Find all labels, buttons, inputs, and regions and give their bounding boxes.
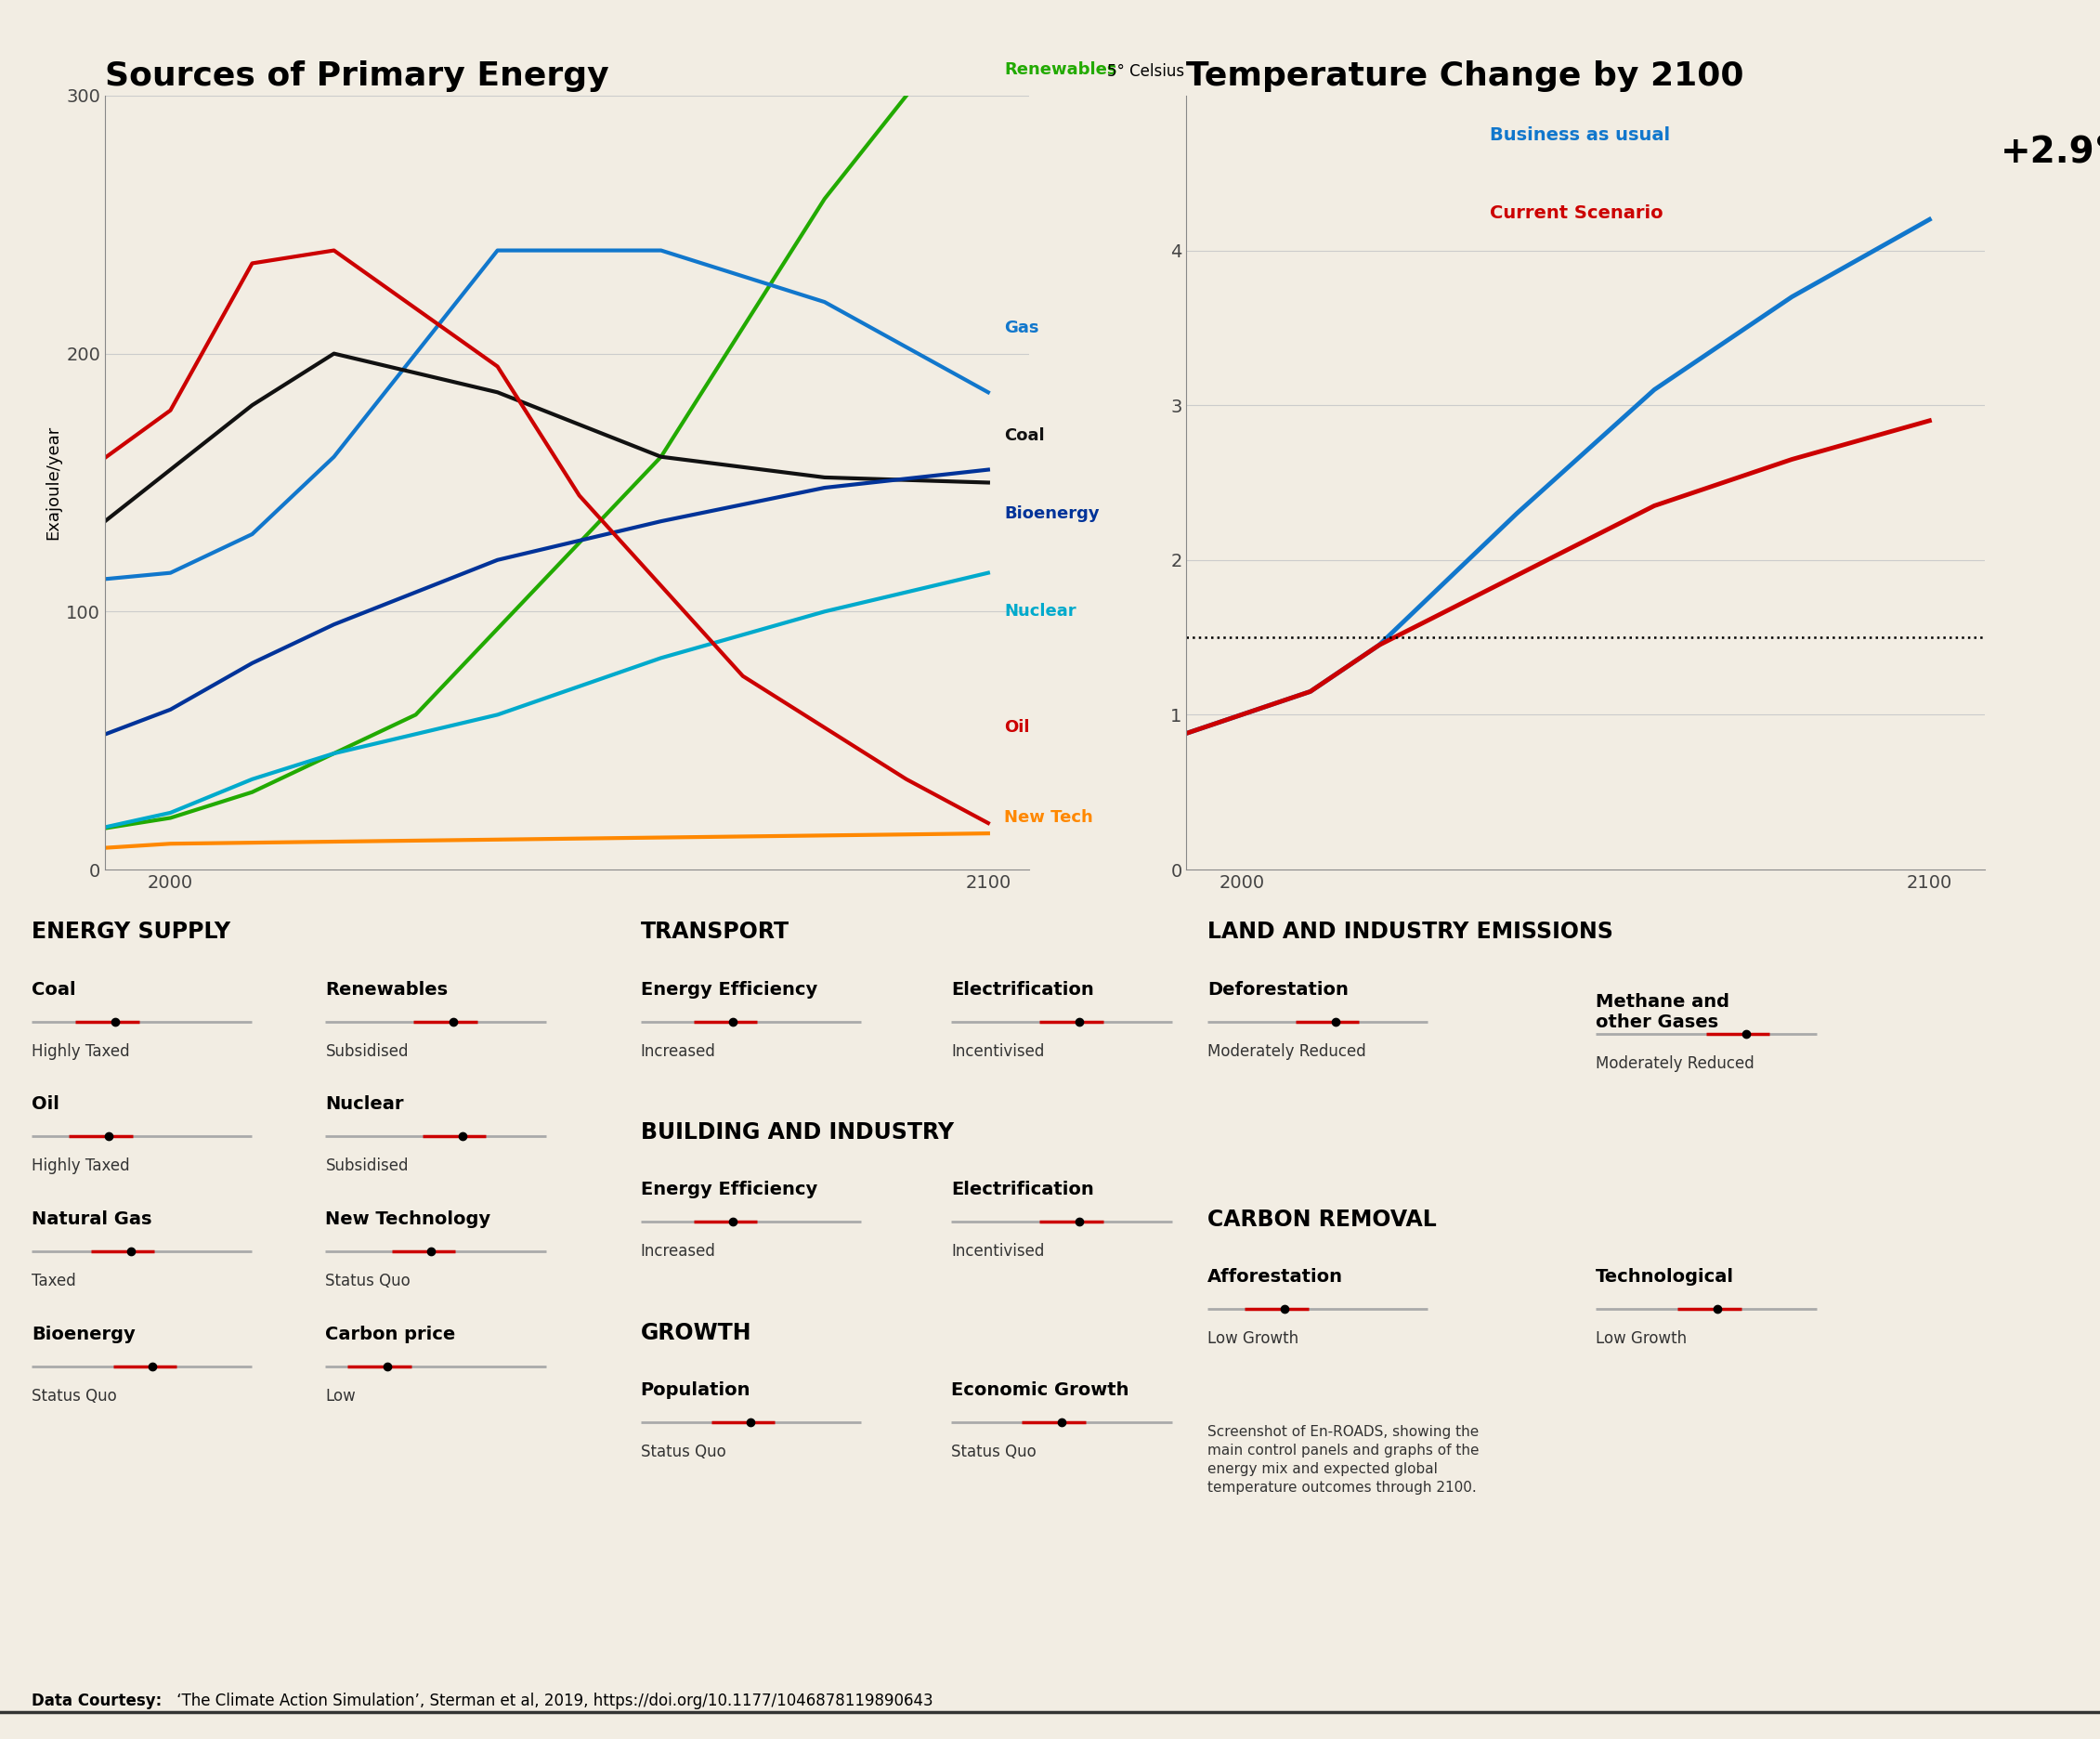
Text: +2.9°C: +2.9°C: [2001, 134, 2100, 170]
Text: Incentivised: Incentivised: [951, 1243, 1044, 1259]
Text: Highly Taxed: Highly Taxed: [31, 1158, 130, 1174]
Text: Incentivised: Incentivised: [951, 1043, 1044, 1059]
Text: Oil: Oil: [31, 1096, 59, 1113]
Text: CARBON REMOVAL: CARBON REMOVAL: [1207, 1209, 1436, 1231]
Text: 5° Celsius: 5° Celsius: [1107, 63, 1184, 80]
Text: Bioenergy: Bioenergy: [1004, 504, 1100, 522]
Text: New Tech: New Tech: [1004, 810, 1094, 826]
Text: TRANSPORT: TRANSPORT: [640, 922, 790, 943]
Text: Moderately Reduced: Moderately Reduced: [1596, 1056, 1756, 1073]
Text: Business as usual: Business as usual: [1489, 127, 1670, 144]
Text: Renewables: Renewables: [325, 981, 447, 998]
Y-axis label: Exajoule/year: Exajoule/year: [44, 426, 61, 539]
Text: Status Quo: Status Quo: [31, 1388, 118, 1405]
Text: Subsidised: Subsidised: [325, 1043, 409, 1059]
Text: Nuclear: Nuclear: [325, 1096, 403, 1113]
Text: Low Growth: Low Growth: [1207, 1330, 1298, 1346]
Text: Subsidised: Subsidised: [325, 1158, 409, 1174]
Text: Electrification: Electrification: [951, 1181, 1094, 1198]
Text: Population: Population: [640, 1381, 750, 1398]
Text: Nuclear: Nuclear: [1004, 603, 1077, 619]
Text: Carbon price: Carbon price: [325, 1325, 456, 1343]
Text: Coal: Coal: [31, 981, 76, 998]
Text: Oil: Oil: [1004, 720, 1029, 736]
Text: Sources of Primary Energy: Sources of Primary Energy: [105, 61, 609, 92]
Text: Technological: Technological: [1596, 1268, 1735, 1285]
Text: Status Quo: Status Quo: [951, 1443, 1037, 1461]
Text: Taxed: Taxed: [31, 1273, 76, 1290]
Text: Status Quo: Status Quo: [640, 1443, 727, 1461]
Text: Low: Low: [325, 1388, 355, 1405]
Text: BUILDING AND INDUSTRY: BUILDING AND INDUSTRY: [640, 1122, 953, 1144]
Text: Natural Gas: Natural Gas: [31, 1210, 151, 1228]
Text: Temperature Change by 2100: Temperature Change by 2100: [1186, 61, 1745, 92]
Text: Coal: Coal: [1004, 428, 1046, 445]
Text: Economic Growth: Economic Growth: [951, 1381, 1130, 1398]
Text: ‘The Climate Action Simulation’, Sterman et al, 2019, https://doi.org/10.1177/10: ‘The Climate Action Simulation’, Sterman…: [172, 1692, 934, 1709]
Text: Moderately Reduced: Moderately Reduced: [1207, 1043, 1367, 1059]
Text: ENERGY SUPPLY: ENERGY SUPPLY: [31, 922, 231, 943]
Text: Deforestation: Deforestation: [1207, 981, 1348, 998]
Text: Increased: Increased: [640, 1243, 716, 1259]
Text: Renewables: Renewables: [1004, 61, 1117, 78]
Text: Data Courtesy:: Data Courtesy:: [31, 1692, 162, 1709]
Text: LAND AND INDUSTRY EMISSIONS: LAND AND INDUSTRY EMISSIONS: [1207, 922, 1613, 943]
Text: Energy Efficiency: Energy Efficiency: [640, 981, 817, 998]
Text: Status Quo: Status Quo: [325, 1273, 412, 1290]
Text: Bioenergy: Bioenergy: [31, 1325, 134, 1343]
Text: Highly Taxed: Highly Taxed: [31, 1043, 130, 1059]
Text: Electrification: Electrification: [951, 981, 1094, 998]
Text: Methane and
other Gases: Methane and other Gases: [1596, 993, 1730, 1031]
Text: Current Scenario: Current Scenario: [1489, 203, 1663, 221]
Text: Afforestation: Afforestation: [1207, 1268, 1344, 1285]
Text: New Technology: New Technology: [325, 1210, 491, 1228]
Text: Gas: Gas: [1004, 320, 1040, 336]
Text: Energy Efficiency: Energy Efficiency: [640, 1181, 817, 1198]
Text: Screenshot of En-ROADS, showing the
main control panels and graphs of the
energy: Screenshot of En-ROADS, showing the main…: [1207, 1426, 1478, 1494]
Text: GROWTH: GROWTH: [640, 1322, 752, 1344]
Text: Increased: Increased: [640, 1043, 716, 1059]
Text: Low Growth: Low Growth: [1596, 1330, 1686, 1346]
